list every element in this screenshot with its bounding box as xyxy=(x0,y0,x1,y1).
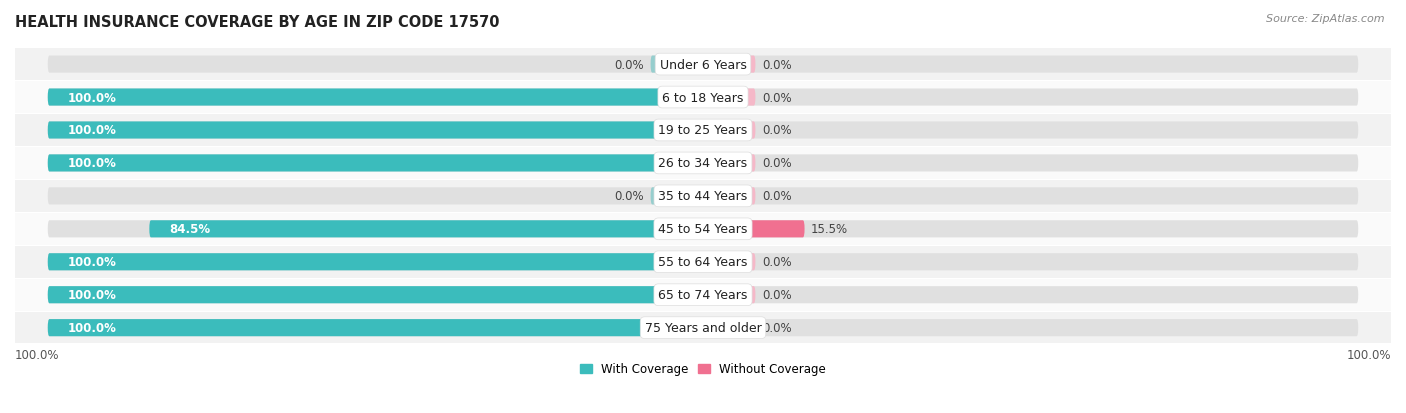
Text: HEALTH INSURANCE COVERAGE BY AGE IN ZIP CODE 17570: HEALTH INSURANCE COVERAGE BY AGE IN ZIP … xyxy=(15,15,499,30)
FancyBboxPatch shape xyxy=(703,221,804,238)
Text: 35 to 44 Years: 35 to 44 Years xyxy=(658,190,748,203)
Text: 0.0%: 0.0% xyxy=(614,59,644,71)
Text: Source: ZipAtlas.com: Source: ZipAtlas.com xyxy=(1267,14,1385,24)
Text: 0.0%: 0.0% xyxy=(614,190,644,203)
Text: 75 Years and older: 75 Years and older xyxy=(644,321,762,335)
FancyBboxPatch shape xyxy=(651,188,703,205)
FancyBboxPatch shape xyxy=(703,287,755,304)
FancyBboxPatch shape xyxy=(48,254,703,271)
Text: 0.0%: 0.0% xyxy=(762,190,792,203)
Text: 6 to 18 Years: 6 to 18 Years xyxy=(662,91,744,104)
Bar xyxy=(15,247,1391,278)
Text: Under 6 Years: Under 6 Years xyxy=(659,59,747,71)
Legend: With Coverage, Without Coverage: With Coverage, Without Coverage xyxy=(575,358,831,380)
Text: 0.0%: 0.0% xyxy=(762,321,792,335)
FancyBboxPatch shape xyxy=(48,319,703,337)
Text: 15.5%: 15.5% xyxy=(811,223,848,236)
Text: 0.0%: 0.0% xyxy=(762,256,792,268)
Bar xyxy=(15,115,1391,147)
Text: 0.0%: 0.0% xyxy=(762,157,792,170)
FancyBboxPatch shape xyxy=(48,287,703,304)
Text: 100.0%: 100.0% xyxy=(67,157,117,170)
FancyBboxPatch shape xyxy=(48,57,1358,74)
FancyBboxPatch shape xyxy=(703,254,755,271)
Text: 26 to 34 Years: 26 to 34 Years xyxy=(658,157,748,170)
Text: 55 to 64 Years: 55 to 64 Years xyxy=(658,256,748,268)
Bar xyxy=(15,180,1391,212)
Text: 45 to 54 Years: 45 to 54 Years xyxy=(658,223,748,236)
FancyBboxPatch shape xyxy=(703,319,755,337)
Text: 19 to 25 Years: 19 to 25 Years xyxy=(658,124,748,137)
FancyBboxPatch shape xyxy=(48,319,1358,337)
FancyBboxPatch shape xyxy=(48,89,1358,106)
Text: 0.0%: 0.0% xyxy=(762,289,792,301)
FancyBboxPatch shape xyxy=(48,89,703,106)
Text: 0.0%: 0.0% xyxy=(762,59,792,71)
Text: 0.0%: 0.0% xyxy=(762,91,792,104)
Text: 100.0%: 100.0% xyxy=(1347,348,1391,361)
Text: 100.0%: 100.0% xyxy=(67,289,117,301)
Text: 65 to 74 Years: 65 to 74 Years xyxy=(658,289,748,301)
FancyBboxPatch shape xyxy=(48,122,1358,139)
FancyBboxPatch shape xyxy=(703,89,755,106)
FancyBboxPatch shape xyxy=(149,221,703,238)
Bar xyxy=(15,148,1391,179)
Bar xyxy=(15,279,1391,311)
FancyBboxPatch shape xyxy=(651,57,703,74)
FancyBboxPatch shape xyxy=(703,122,755,139)
FancyBboxPatch shape xyxy=(703,57,755,74)
Bar xyxy=(15,214,1391,245)
Text: 100.0%: 100.0% xyxy=(67,321,117,335)
Bar xyxy=(15,312,1391,344)
Text: 100.0%: 100.0% xyxy=(67,124,117,137)
FancyBboxPatch shape xyxy=(48,188,1358,205)
FancyBboxPatch shape xyxy=(703,155,755,172)
Text: 100.0%: 100.0% xyxy=(67,256,117,268)
FancyBboxPatch shape xyxy=(48,254,1358,271)
FancyBboxPatch shape xyxy=(48,155,1358,172)
Bar xyxy=(15,82,1391,114)
Text: 0.0%: 0.0% xyxy=(762,124,792,137)
Text: 100.0%: 100.0% xyxy=(15,348,59,361)
FancyBboxPatch shape xyxy=(48,287,1358,304)
Bar xyxy=(15,49,1391,81)
FancyBboxPatch shape xyxy=(48,155,703,172)
Text: 84.5%: 84.5% xyxy=(169,223,209,236)
FancyBboxPatch shape xyxy=(48,221,1358,238)
FancyBboxPatch shape xyxy=(48,122,703,139)
FancyBboxPatch shape xyxy=(703,188,755,205)
Text: 100.0%: 100.0% xyxy=(67,91,117,104)
